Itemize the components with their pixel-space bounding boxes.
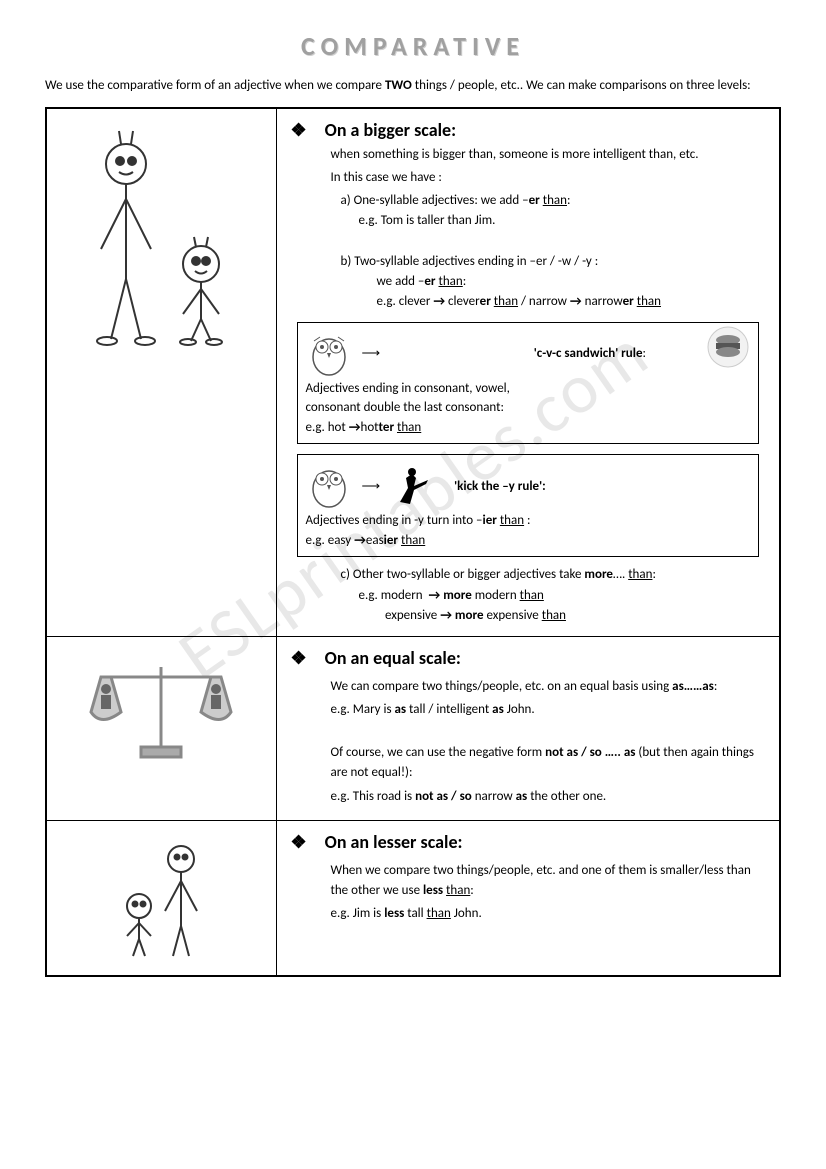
less-p2: e.g. Jim is less tall than John. [331, 904, 766, 924]
table-row: On a bigger scale: when something is big… [46, 108, 780, 637]
image-cell-bigger [46, 108, 276, 637]
short-tall-characters-icon [111, 831, 211, 961]
intro-bold: TWO [385, 78, 412, 93]
intro-paragraph: We use the comparative form of an adject… [45, 76, 781, 97]
content-cell-bigger: On a bigger scale: when something is big… [276, 108, 780, 637]
image-cell-lesser [46, 820, 276, 976]
section-heading-equal: On an equal scale: [291, 647, 766, 669]
owl-icon [306, 461, 352, 511]
box2-title: 'kick the –y rule': [454, 477, 546, 497]
eq-p3: Of course, we can use the negative form … [331, 743, 766, 783]
rule-box-kicky: ⟶ 'kick the –y rule': Adjectives ending … [297, 454, 760, 557]
burger-icon [706, 325, 750, 369]
rule-a: a) One-syllable adjectives: we add –er t… [341, 191, 766, 211]
rule-c: c) Other two-syllable or bigger adjectiv… [341, 565, 766, 585]
box2-line1: Adjectives ending in -y turn into –ier t… [306, 511, 751, 531]
rule-b-sub2: e.g. clever → cleverer than / narrow → n… [377, 292, 766, 312]
rule-b: b) Two-syllable adjectives ending in –er… [341, 252, 766, 272]
arrow-icon: ⟶ [362, 344, 381, 364]
table-row: On an lesser scale: When we compare two … [46, 820, 780, 976]
section-heading-lesser: On an lesser scale: [291, 831, 766, 853]
box2-line2: e.g. easy →easier than [306, 531, 751, 551]
example-c2: expensive → more expensive than [359, 606, 766, 626]
example-a: e.g. Tom is taller than Jim. [359, 211, 766, 231]
less-p1: When we compare two things/people, etc. … [331, 861, 766, 901]
eq-p1: We can compare two things/people, etc. o… [331, 677, 766, 697]
page-title: COMPARATIVE [45, 30, 781, 62]
eq-p2: e.g. Mary is as tall / intelligent as Jo… [331, 700, 766, 720]
kick-silhouette-icon [390, 464, 434, 508]
content-cell-lesser: On an lesser scale: When we compare two … [276, 820, 780, 976]
balance-scale-icon [81, 647, 241, 767]
rule-box-cvc: ⟶ 'c-v-c sandwich' rule: Adjectives endi… [297, 322, 760, 445]
intro-text-post: things / people, etc.. We can make compa… [412, 78, 751, 93]
section-heading-bigger: On a bigger scale: [291, 119, 766, 141]
text-line: when something is bigger than, someone i… [331, 145, 766, 165]
rules-table: On a bigger scale: when something is big… [45, 107, 781, 977]
rule-b-sub1: we add –er than: [377, 272, 766, 292]
box1-line3: e.g. hot →hotter than [306, 418, 751, 438]
box1-title: 'c-v-c sandwich' rule [534, 346, 643, 361]
image-cell-equal [46, 636, 276, 820]
content-cell-equal: On an equal scale: We can compare two th… [276, 636, 780, 820]
eq-p4: e.g. This road is not as / so narrow as … [331, 787, 766, 807]
box1-line1: Adjectives ending in consonant, vowel, [306, 379, 751, 399]
intro-text-pre: We use the comparative form of an adject… [45, 78, 385, 93]
text-line: In this case we have : [331, 168, 766, 188]
box1-line2: consonant double the last consonant: [306, 398, 751, 418]
tall-short-characters-icon [71, 119, 251, 349]
example-c1: e.g. modern → more modern than [359, 586, 766, 606]
table-row: On an equal scale: We can compare two th… [46, 636, 780, 820]
worksheet-page: COMPARATIVE We use the comparative form … [45, 30, 781, 977]
arrow-icon: ⟶ [362, 477, 381, 497]
owl-icon [306, 329, 352, 379]
